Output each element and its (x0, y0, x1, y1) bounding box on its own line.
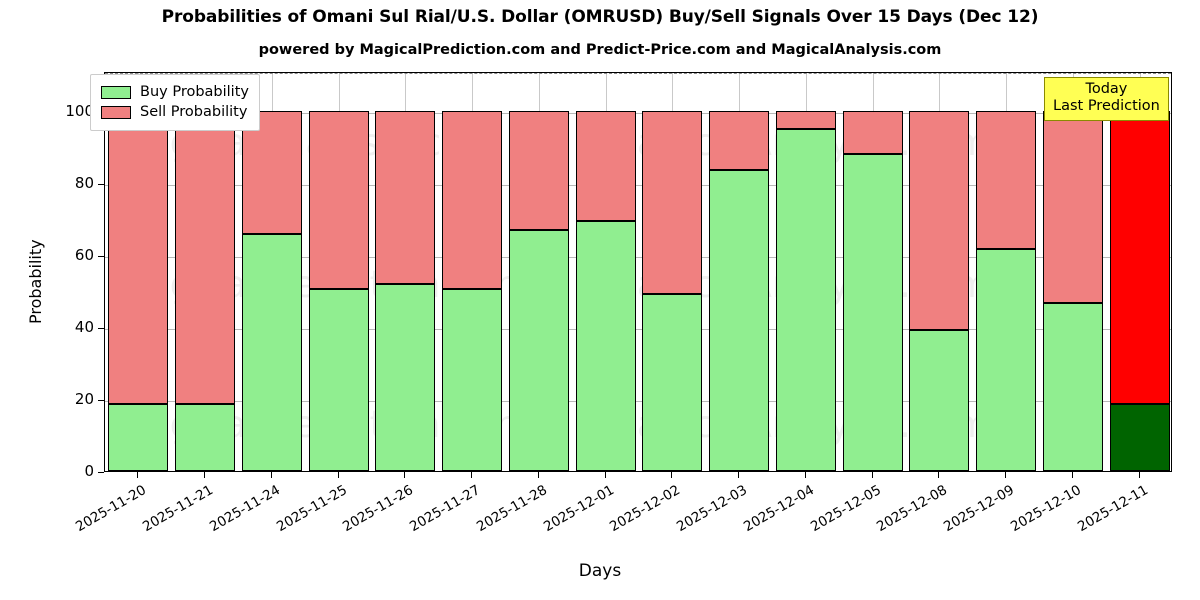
bar-group[interactable] (642, 73, 703, 471)
x-axis-tick-mark (338, 472, 339, 478)
y-axis-tick-label: 0 (84, 462, 94, 480)
x-axis-tick-mark (1139, 472, 1140, 478)
x-axis-title: Days (578, 561, 622, 581)
x-axis-tick-mark (404, 472, 405, 478)
bar-segment-buy[interactable] (308, 289, 369, 471)
bar-segment-buy-today[interactable] (1109, 404, 1170, 471)
bar-segment-buy[interactable] (775, 128, 836, 471)
x-axis-tick-mark (738, 472, 739, 478)
x-axis-tick-mark (538, 472, 539, 478)
bar-group[interactable] (709, 73, 770, 471)
gridline-horizontal (105, 112, 1171, 114)
y-axis-tick-mark (98, 183, 104, 185)
gridline-horizontal (105, 184, 1171, 186)
bar-segment-sell[interactable] (642, 110, 703, 294)
bar-segment-sell-today[interactable] (1109, 110, 1170, 405)
bar-segment-buy[interactable] (108, 404, 169, 471)
threshold-line (105, 73, 1171, 74)
last-prediction-label: Last Prediction (1053, 98, 1160, 115)
gridline-horizontal (105, 256, 1171, 258)
x-axis-tick-mark (605, 472, 606, 478)
bar-segment-buy[interactable] (442, 289, 503, 471)
y-axis-tick-label: 40 (74, 317, 94, 336)
bar-segment-sell[interactable] (575, 110, 636, 221)
bar-group[interactable] (508, 73, 569, 471)
y-axis-title: Probability (26, 239, 45, 324)
bar-segment-sell[interactable] (442, 110, 503, 289)
bar-segment-buy[interactable] (976, 249, 1037, 471)
y-axis-tick-mark (98, 399, 104, 401)
x-axis-tick-mark (271, 472, 272, 478)
bar-segment-sell[interactable] (909, 110, 970, 330)
bar-group[interactable] (775, 73, 836, 471)
x-axis-tick-mark (204, 472, 205, 478)
bar-segment-buy[interactable] (175, 404, 236, 471)
y-axis-tick-label: 60 (74, 245, 94, 264)
gridline-horizontal (105, 400, 1171, 402)
chart-title: Probabilities of Omani Sul Rial/U.S. Dol… (161, 7, 1039, 27)
plot-area: MagicalAnalysis.comMagicalAnalysis.comMa… (104, 72, 1172, 472)
bar-group[interactable] (442, 73, 503, 471)
legend-swatch-sell (101, 105, 131, 119)
bar-group[interactable] (976, 73, 1037, 471)
bar-group[interactable] (241, 73, 302, 471)
bar-segment-sell[interactable] (1042, 110, 1103, 304)
x-axis-tick-mark (1072, 472, 1073, 478)
bar-segment-sell[interactable] (508, 110, 569, 230)
gridline-horizontal (105, 328, 1171, 330)
legend-item-buy: Buy Probability (101, 82, 249, 102)
bar-segment-buy[interactable] (709, 170, 770, 471)
bar-group[interactable] (175, 73, 236, 471)
bar-segment-buy[interactable] (575, 220, 636, 471)
x-axis-tick-mark (1005, 472, 1006, 478)
bar-segment-buy[interactable] (642, 293, 703, 471)
bar-segment-buy[interactable] (909, 329, 970, 471)
bar-group-today[interactable] (1109, 73, 1170, 471)
y-axis-tick-mark (98, 255, 104, 257)
bar-group[interactable] (108, 73, 169, 471)
today-annotation: Today Last Prediction (1044, 77, 1169, 122)
bar-segment-buy[interactable] (241, 234, 302, 471)
bar-segment-buy[interactable] (842, 153, 903, 471)
bar-group[interactable] (909, 73, 970, 471)
x-axis-tick-mark (137, 472, 138, 478)
bar-group[interactable] (1042, 73, 1103, 471)
bar-segment-buy[interactable] (1042, 303, 1103, 471)
legend-label-buy: Buy Probability (140, 84, 249, 100)
x-axis-tick-mark (671, 472, 672, 478)
bar-group[interactable] (375, 73, 436, 471)
bar-group[interactable] (575, 73, 636, 471)
y-axis-tick-label: 80 (74, 173, 94, 192)
bar-segment-sell[interactable] (842, 110, 903, 154)
legend-swatch-buy (101, 85, 131, 99)
x-axis-tick-mark (471, 472, 472, 478)
y-axis-tick-mark (98, 472, 104, 473)
bar-segment-sell[interactable] (375, 110, 436, 284)
legend-label-sell: Sell Probability (140, 104, 248, 120)
chart-subtitle: powered by MagicalPrediction.com and Pre… (258, 42, 942, 58)
x-axis-tick-mark (805, 472, 806, 478)
bar-segment-sell[interactable] (775, 110, 836, 129)
bar-segment-sell[interactable] (709, 110, 770, 171)
y-axis-tick-label: 100 (65, 101, 94, 120)
y-axis-tick-label: 20 (74, 389, 94, 408)
bar-segment-sell[interactable] (108, 110, 169, 405)
x-axis-tick-mark (938, 472, 939, 478)
bar-segment-sell[interactable] (175, 110, 236, 405)
bar-segment-buy[interactable] (375, 283, 436, 471)
today-label: Today (1085, 81, 1128, 97)
y-axis-tick-mark (98, 327, 104, 329)
legend: Buy Probability Sell Probability (90, 74, 260, 131)
bar-segment-sell[interactable] (241, 110, 302, 235)
legend-item-sell: Sell Probability (101, 102, 249, 122)
bar-segment-sell[interactable] (308, 110, 369, 289)
bar-segment-buy[interactable] (508, 229, 569, 471)
bar-group[interactable] (308, 73, 369, 471)
bar-group[interactable] (842, 73, 903, 471)
bars-layer (105, 73, 1171, 471)
bar-segment-sell[interactable] (976, 110, 1037, 250)
x-axis-tick-mark (872, 472, 873, 478)
